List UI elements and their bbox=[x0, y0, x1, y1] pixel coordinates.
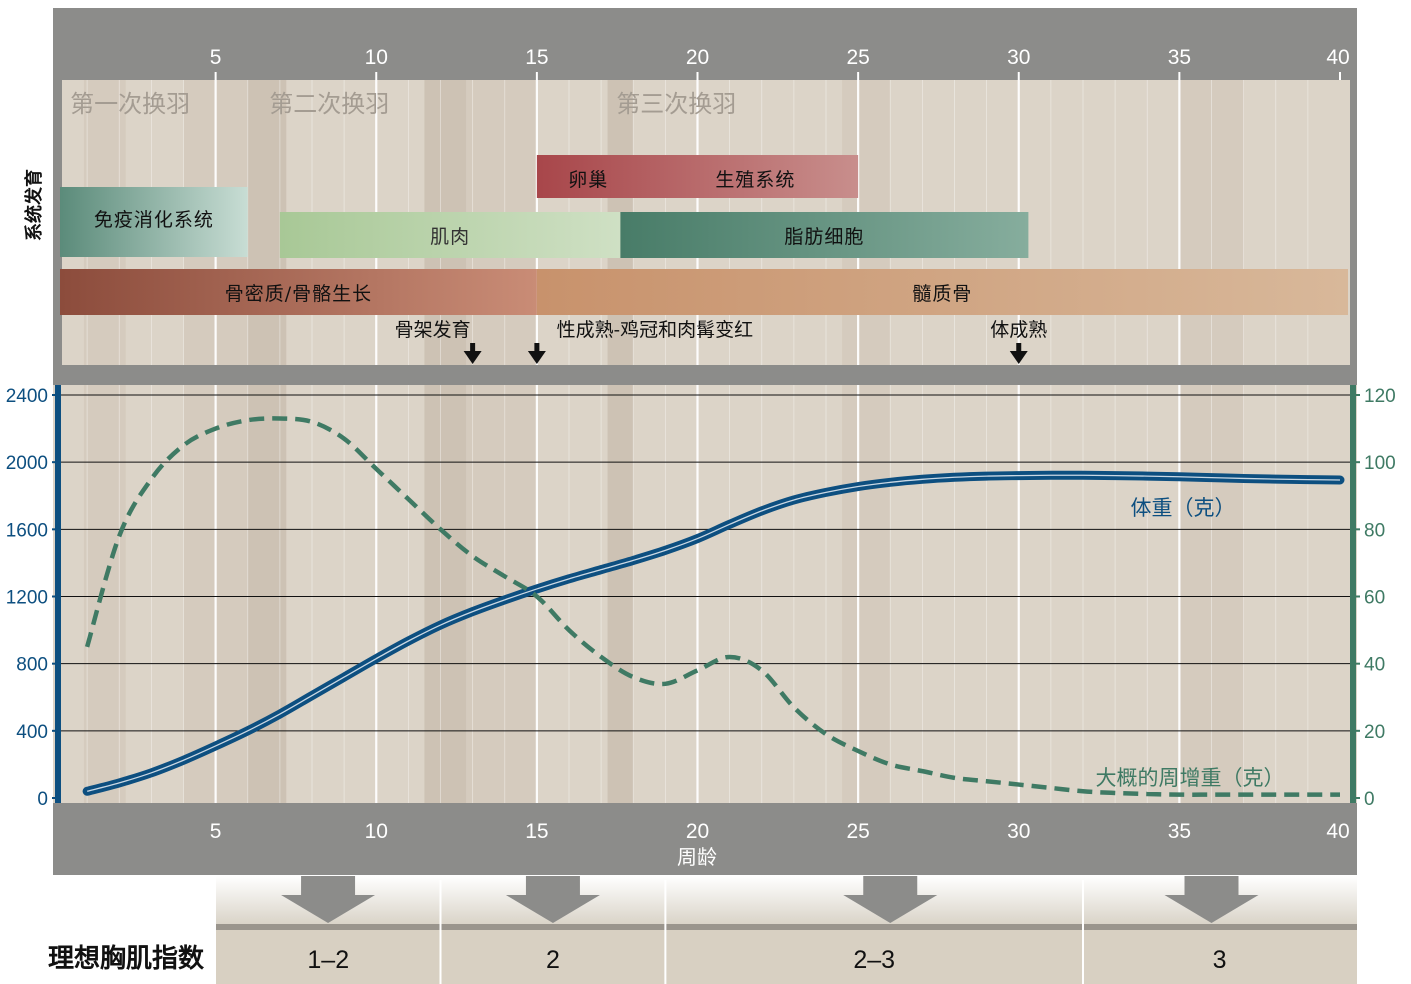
system-bar-label: 脂肪细胞 bbox=[784, 226, 864, 248]
breast-index-panel: 理想胸肌指数 1–2 2 2–3 3 bbox=[48, 876, 1357, 984]
event-arrow-shaft bbox=[1016, 343, 1022, 353]
system-bar bbox=[279, 212, 621, 258]
index-arrow-head bbox=[281, 895, 376, 923]
system-bar bbox=[536, 269, 1348, 315]
bg-band bbox=[1179, 385, 1244, 803]
index-divider bbox=[216, 924, 1357, 930]
bottom-x-tick-label: 20 bbox=[686, 820, 709, 843]
event-arrow-head bbox=[1009, 351, 1028, 364]
system-bar-label: 骨密质/骨骼生长 bbox=[225, 283, 372, 305]
index-arrow-shaft bbox=[525, 876, 580, 896]
top-x-tick-label: 25 bbox=[846, 46, 869, 69]
system-bar-label: 卵巢 bbox=[568, 169, 608, 191]
index-value: 2–3 bbox=[853, 946, 895, 974]
right-y-tick-label: 0 bbox=[1364, 789, 1375, 810]
right-y-tick-label: 60 bbox=[1364, 588, 1385, 609]
left-y-tick-label: 2000 bbox=[6, 453, 48, 474]
left-y-tick-label: 800 bbox=[16, 655, 48, 676]
bottom-x-tick-label: 40 bbox=[1326, 820, 1349, 843]
event-label: 骨架发育 bbox=[395, 319, 471, 341]
event-arrow-head bbox=[463, 351, 482, 364]
systems-title: 系统发育 bbox=[23, 169, 44, 241]
system-bar-label: 生殖系统 bbox=[715, 169, 795, 191]
event-arrow-shaft bbox=[470, 343, 476, 353]
series-line-highlight bbox=[86, 474, 1341, 792]
left-y-tick-label: 1600 bbox=[6, 520, 48, 541]
index-title: 理想胸肌指数 bbox=[48, 943, 205, 973]
index-arrow-shaft bbox=[863, 876, 918, 896]
series-line-weekly-gain bbox=[84, 416, 1340, 797]
index-body bbox=[216, 930, 1357, 984]
top-x-tick-label: 35 bbox=[1168, 46, 1191, 69]
system-bar bbox=[536, 155, 859, 198]
top-x-tick-label: 10 bbox=[365, 46, 388, 69]
left-axis-line bbox=[55, 385, 61, 803]
bg-band bbox=[424, 385, 467, 803]
system-bar-label: 髓质骨 bbox=[912, 283, 972, 305]
top-x-tick-label: 5 bbox=[210, 46, 222, 69]
event-label: 体成熟 bbox=[990, 319, 1047, 341]
top-x-tick-label: 15 bbox=[525, 46, 548, 69]
top-x-tick-label: 40 bbox=[1326, 46, 1349, 69]
bg-band bbox=[842, 385, 891, 803]
index-arrow-head bbox=[1164, 895, 1259, 923]
bottom-x-tick-label: 15 bbox=[525, 820, 548, 843]
right-axis-line bbox=[1350, 385, 1356, 803]
system-bar bbox=[60, 187, 248, 257]
system-bar bbox=[60, 269, 537, 315]
axes: 5 10 15 20 25 30 35 400400800120016002000240002… bbox=[6, 46, 1396, 869]
series-label-weekly-gain: 大概的周增重（克） bbox=[1096, 767, 1285, 790]
index-arrow-shaft bbox=[1184, 876, 1239, 896]
bg-band bbox=[1179, 80, 1244, 365]
molt-label: 第一次换羽 bbox=[70, 91, 190, 118]
index-arrow-head bbox=[843, 895, 938, 923]
right-y-tick-label: 20 bbox=[1364, 722, 1385, 743]
series-label-body-weight: 体重（克） bbox=[1131, 497, 1236, 520]
left-y-tick-label: 2400 bbox=[6, 386, 48, 407]
left-y-tick-label: 0 bbox=[37, 789, 48, 810]
index-value: 1–2 bbox=[307, 946, 349, 974]
bg-band bbox=[83, 385, 126, 803]
index-arrow-shaft bbox=[301, 876, 356, 896]
bottom-x-tick-label: 25 bbox=[846, 820, 869, 843]
right-y-tick-label: 40 bbox=[1364, 655, 1385, 676]
index-header bbox=[216, 876, 1357, 926]
molt-label: 第二次换羽 bbox=[269, 91, 389, 118]
index-arrow-head bbox=[505, 895, 600, 923]
event-arrow-shaft bbox=[534, 343, 540, 353]
system-bar-label: 免疫消化系统 bbox=[94, 209, 214, 231]
molt-label: 第三次换羽 bbox=[616, 91, 736, 118]
top-x-tick-label: 30 bbox=[1007, 46, 1030, 69]
bottom-x-tick-label: 10 bbox=[365, 820, 388, 843]
bottom-x-tick-label: 35 bbox=[1168, 820, 1191, 843]
bg-band bbox=[607, 385, 634, 803]
plot-area: 体重（克） 大概的周增重（克） bbox=[60, 394, 1350, 797]
bg-band bbox=[247, 385, 287, 803]
index-value: 3 bbox=[1213, 946, 1227, 974]
left-y-tick-label: 400 bbox=[16, 722, 48, 743]
bottom-x-tick-label: 5 bbox=[210, 820, 222, 843]
right-y-tick-label: 80 bbox=[1364, 520, 1385, 541]
background-layer bbox=[53, 8, 1357, 875]
bottom-x-tick-label: 30 bbox=[1007, 820, 1030, 843]
system-bar bbox=[620, 212, 1029, 258]
right-y-tick-label: 120 bbox=[1364, 386, 1396, 407]
x-axis-title: 周龄 bbox=[677, 846, 717, 869]
index-value: 2 bbox=[546, 946, 560, 974]
system-bar-label: 肌肉 bbox=[430, 226, 470, 248]
top-x-tick-label: 20 bbox=[686, 46, 709, 69]
event-label: 性成熟-鸡冠和肉髯变红 bbox=[557, 319, 753, 341]
event-arrow-head bbox=[527, 351, 546, 364]
left-y-tick-label: 1200 bbox=[6, 588, 48, 609]
right-y-tick-label: 100 bbox=[1364, 453, 1396, 474]
